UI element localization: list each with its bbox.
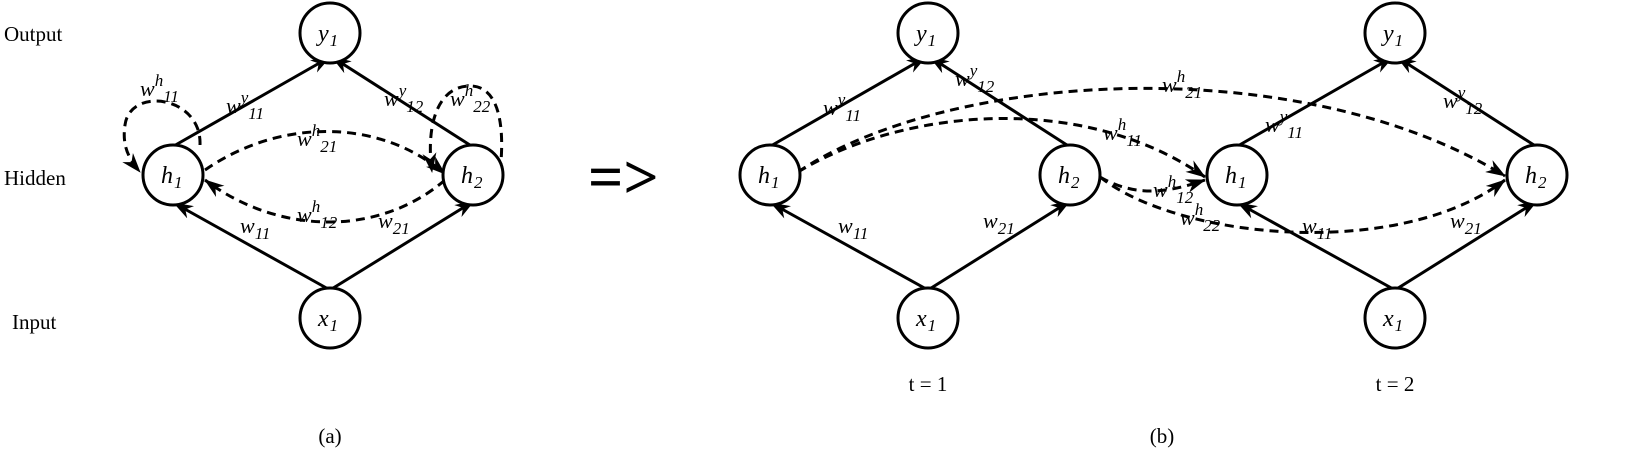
row-label-output: Output [4, 22, 63, 46]
caption-b: (b) [1150, 424, 1175, 448]
svg-text:h1: h1 [758, 163, 780, 192]
weight-a-w21: w21 [378, 208, 410, 238]
weight-a-w11: w11 [240, 213, 270, 243]
edge-a-x1-h1 [173, 201, 331, 292]
weight-b2-wy12: wy12 [1443, 83, 1483, 118]
unroll-arrow: => [588, 144, 659, 212]
edge-b2-h2-y1 [1396, 55, 1538, 149]
svg-text:y1: y1 [1381, 21, 1403, 50]
row-label-input: Input [12, 310, 56, 334]
edge-b1-h1-y1 [768, 55, 927, 149]
edge-b2-h1-y1 [1235, 55, 1394, 149]
weight-a-wh12: wh12 [297, 197, 338, 232]
edge-b-h2t1-h1t2 [1099, 175, 1206, 193]
edge-b1-h2-y1 [929, 55, 1071, 149]
row-label-hidden: Hidden [4, 166, 66, 190]
edge-a-h2-h1 [204, 178, 446, 224]
weight-b-wh11: wh11 [1103, 115, 1142, 150]
node-a-h1: h1 [141, 143, 205, 207]
weight-a-wh11: wh11 [140, 71, 179, 106]
edge-b2-x1-h2 [1394, 199, 1538, 292]
edge-a-h2-self [422, 84, 504, 173]
svg-text:h2: h2 [1525, 163, 1547, 192]
weight-a-wy11: wy11 [226, 88, 264, 123]
svg-text:y1: y1 [316, 21, 338, 50]
node-b1-x1: x1 [896, 286, 960, 350]
weight-b-wh21: wh21 [1162, 67, 1202, 102]
edge-b1-x1-h1 [770, 201, 929, 292]
caption-a: (a) [318, 424, 341, 448]
node-b2-x1: x1 [1363, 286, 1427, 350]
weight-b1-w21: w21 [983, 208, 1015, 238]
edge-b2-x1-h1 [1237, 201, 1396, 292]
node-b2-h1: h1 [1205, 143, 1269, 207]
node-b1-h2: h2 [1038, 143, 1102, 207]
node-b2-h2: h2 [1505, 143, 1569, 207]
node-b2-y1: y1 [1363, 1, 1427, 65]
node-a-x1: x1 [298, 286, 362, 350]
weight-a-wh22: wh22 [450, 81, 491, 116]
weight-a-wh21: wh21 [297, 121, 337, 156]
svg-text:h2: h2 [1058, 163, 1080, 192]
svg-text:h1: h1 [1225, 163, 1247, 192]
svg-text:h2: h2 [461, 163, 483, 192]
svg-text:h1: h1 [161, 163, 183, 192]
panel-b: y1 h1 h2 x1 y1 h1 h2 x1 [738, 1, 1569, 350]
edge-a-h2-y1 [331, 55, 474, 149]
svg-text:y1: y1 [914, 21, 936, 50]
weight-b1-w11: w11 [838, 213, 868, 243]
node-a-y1: y1 [298, 1, 362, 65]
weight-b-wh12: wh12 [1153, 172, 1194, 207]
node-a-h2: h2 [441, 143, 505, 207]
svg-text:x1: x1 [317, 306, 338, 335]
edge-b-h1t1-h2t2 [797, 87, 1506, 178]
edge-a-h1-self [122, 99, 202, 173]
weight-b-wh22: wh22 [1180, 200, 1221, 235]
svg-text:x1: x1 [915, 306, 936, 335]
weight-b2-w11: w11 [1302, 213, 1332, 243]
edge-b-h2t1-h2t2 [1099, 175, 1506, 234]
svg-text:x1: x1 [1382, 306, 1403, 335]
edge-a-x1-h2 [329, 199, 475, 292]
edge-a-h1-h2 [204, 130, 446, 176]
panel-a: y1 h1 h2 x1 w11 w21 wy11 wy12 wh11 wh22 … [122, 1, 505, 350]
edge-b-h1t1-h1t2 [797, 117, 1206, 179]
edge-a-h1-y1 [171, 55, 331, 149]
node-b1-h1: h1 [738, 143, 802, 207]
weight-b1-wy12: wy12 [955, 61, 995, 96]
time-label-t1: t = 1 [909, 372, 948, 396]
weight-b2-w21: w21 [1450, 208, 1482, 238]
node-b1-y1: y1 [896, 1, 960, 65]
time-label-t2: t = 2 [1376, 372, 1415, 396]
weight-a-wy12: wy12 [384, 81, 424, 116]
edge-b1-x1-h2 [927, 199, 1071, 292]
weight-b2-wy11: wy11 [1265, 107, 1303, 142]
weight-b1-wy11: wy11 [823, 90, 861, 125]
